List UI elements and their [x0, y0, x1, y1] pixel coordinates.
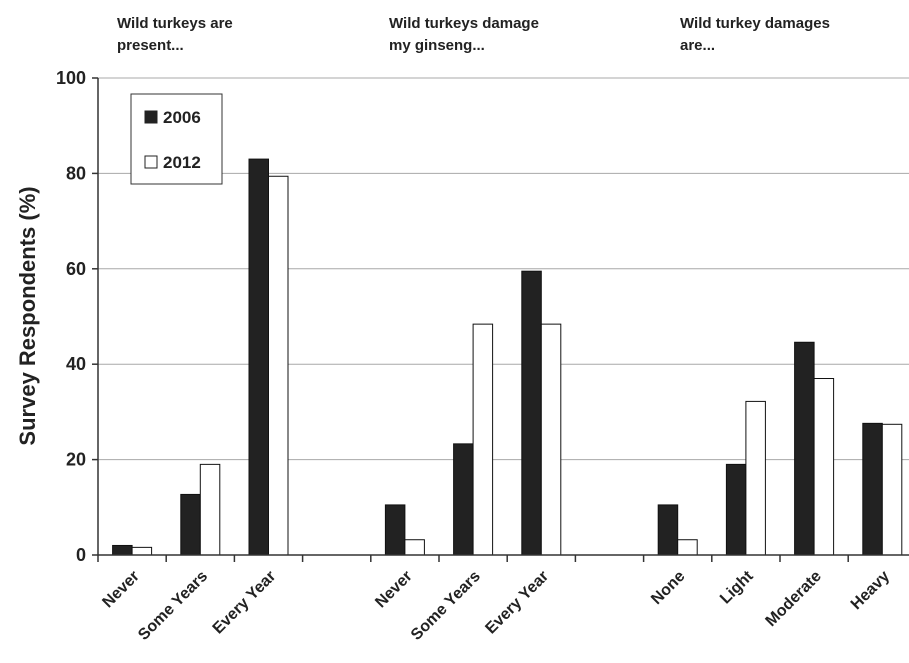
x-tick-label-0-1: Some Years	[135, 568, 211, 644]
bar-2012-1-1	[472, 323, 494, 556]
legend-swatch-2012	[144, 155, 158, 169]
legend: 2006 2012	[130, 93, 223, 185]
group-title-0-line-1: present...	[117, 37, 184, 54]
group-title-2-line-1: are...	[680, 37, 715, 54]
y-tick-labels: 0 20 40 60 80 100	[56, 68, 98, 565]
bar-2006-1-1	[453, 443, 474, 556]
x-tick-label-2-3: Heavy	[848, 568, 893, 613]
bar-2012-0-1	[199, 463, 221, 556]
bars	[112, 158, 903, 556]
gridlines	[98, 77, 909, 461]
y-tick-label-0: 0	[76, 545, 86, 565]
bar-2012-1-2	[540, 323, 562, 556]
y-axis-label: Survey Respondents (%)	[15, 186, 40, 445]
x-tick-label-0-0: Never	[99, 568, 142, 611]
x-tick-label-0-2: Every Year	[210, 568, 280, 638]
bar-2012-0-2	[268, 175, 289, 556]
y-tick-label-60: 60	[66, 259, 86, 279]
x-tick-label-1-2: Every Year	[482, 568, 552, 638]
legend-swatch-2006	[144, 110, 158, 124]
bar-2006-2-2	[794, 341, 815, 556]
x-tick-label-2-0: None	[648, 568, 688, 608]
x-tick-label-2-1: Light	[717, 567, 757, 607]
bar-2006-0-0	[112, 544, 133, 556]
bar-2012-2-0	[677, 539, 698, 556]
bar-2012-2-2	[813, 378, 835, 556]
y-tick-label-100: 100	[56, 68, 86, 88]
legend-label-2012: 2012	[163, 153, 201, 172]
group-title-1-line-0: Wild turkeys damage	[389, 15, 539, 32]
legend-label-2006: 2006	[163, 108, 201, 127]
group-title-2-line-0: Wild turkey damages	[680, 15, 830, 32]
bar-2006-1-0	[384, 504, 406, 556]
bar-2006-2-0	[657, 504, 679, 556]
group-title-1-line-1: my ginseng...	[389, 37, 485, 54]
y-tick-label-40: 40	[66, 354, 86, 374]
bar-2006-0-1	[180, 493, 201, 556]
bar-2006-0-2	[248, 158, 269, 556]
legend-box	[130, 93, 223, 185]
axes	[97, 78, 909, 556]
group-titles: Wild turkeys are present... Wild turkeys d…	[117, 15, 830, 54]
x-tick-label-1-0: Never	[372, 568, 415, 611]
bar-2006-1-2	[521, 270, 542, 556]
bar-2012-1-0	[404, 539, 425, 556]
group-title-0-line-0: Wild turkeys are	[117, 15, 233, 32]
bar-2006-2-3	[862, 422, 883, 556]
bar-2006-2-1	[725, 463, 747, 556]
bar-2012-2-3	[881, 423, 903, 556]
bar-2012-2-1	[745, 400, 766, 556]
y-tick-label-20: 20	[66, 450, 86, 470]
x-tick-label-1-1: Some Years	[408, 568, 484, 644]
y-tick-label-80: 80	[66, 163, 86, 183]
bar-2012-0-0	[131, 546, 153, 556]
x-tick-label-2-2: Moderate	[763, 568, 825, 630]
